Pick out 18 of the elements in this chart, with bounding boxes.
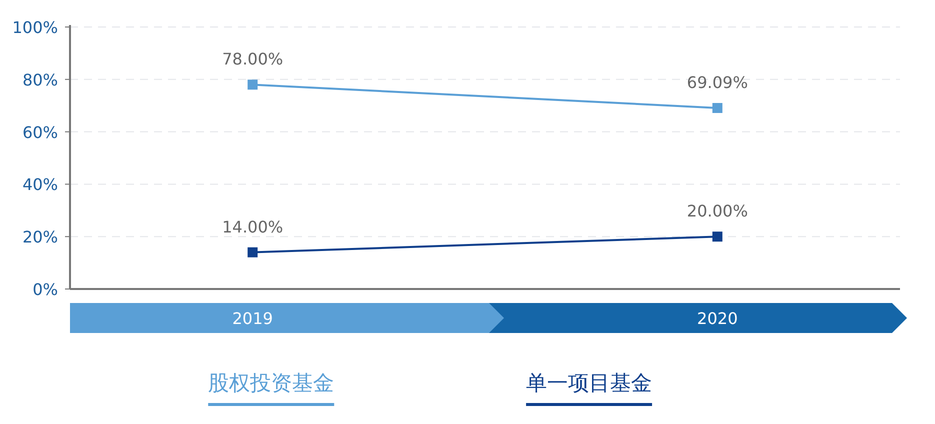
- point: [248, 80, 258, 90]
- point: [248, 247, 258, 258]
- data-label: 20.00%: [686, 202, 748, 221]
- text: 股权投资基金: [208, 371, 334, 395]
- y-tick-label: 60%: [22, 122, 58, 142]
- data-label: 78.00%: [222, 50, 284, 69]
- y-tick-label: 20%: [22, 228, 58, 247]
- point: [712, 232, 722, 242]
- x-tick-label: 2019: [232, 309, 273, 328]
- y-tick-label: 40%: [22, 175, 58, 194]
- text: 单一项目基金: [526, 371, 652, 395]
- data-label: 69.09%: [686, 72, 748, 92]
- data-label: 14.00%: [222, 217, 284, 236]
- y-tick-label: 0%: [32, 280, 58, 299]
- y-tick-label: 80%: [22, 70, 58, 90]
- y-tick-label: 100%: [12, 18, 58, 37]
- point: [712, 102, 722, 113]
- x-tick-label: 2020: [697, 309, 738, 328]
